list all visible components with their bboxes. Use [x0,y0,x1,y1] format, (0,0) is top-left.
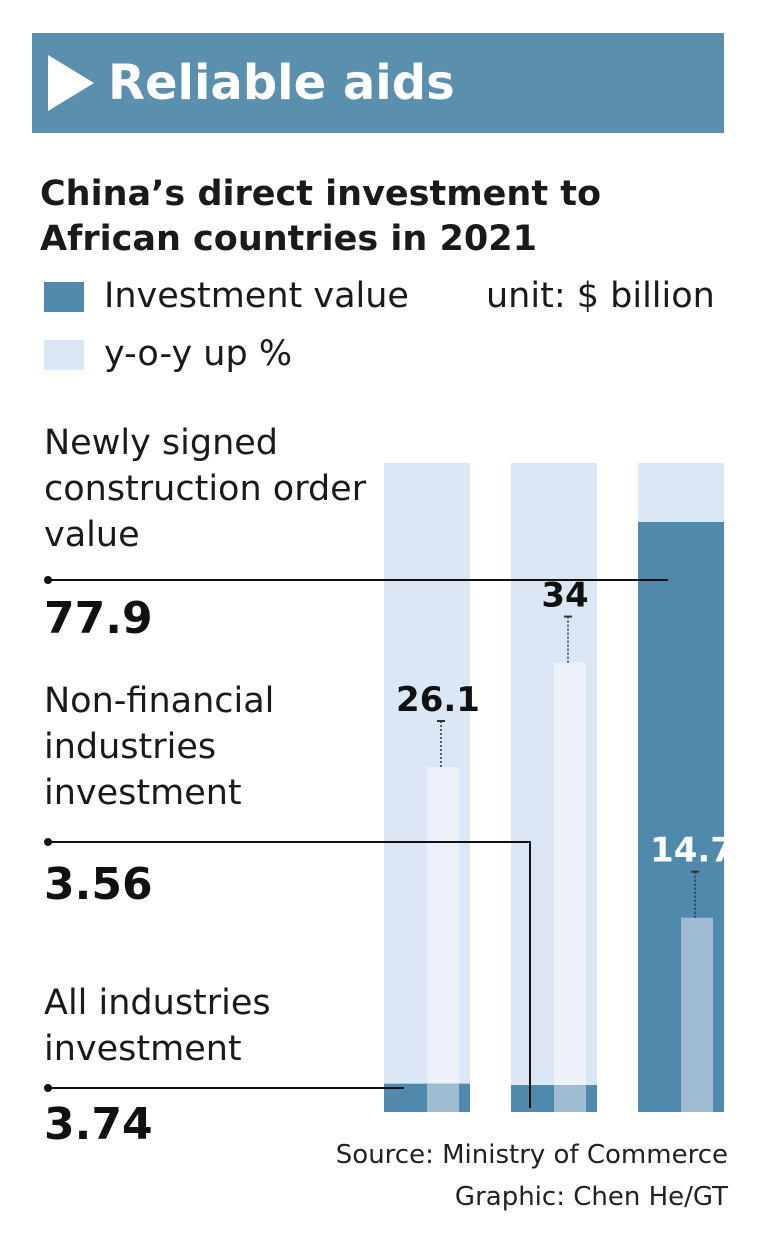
leader-dot-non-financial [44,838,52,846]
legend-swatch-investment [44,282,84,312]
category-label-non-financial: Non-financial industries investment [44,681,275,813]
legend-label-investment: Investment value [104,276,409,316]
category-value-all-industries: 3.74 [44,1099,153,1150]
banner-title: Reliable aids [108,55,455,111]
play-triangle-icon [48,55,94,111]
leader-dot-all-industries [44,1084,52,1092]
yoy-overlap-all-industries [427,1083,459,1112]
source-line: Source: Ministry of Commerce [335,1140,728,1170]
unit-label: unit: $ billion [486,276,715,316]
leader-line-non-financial [48,841,531,1108]
legend-swatch-yoy [44,340,84,370]
yoy-value-label-all-industries: 26.1 [396,680,480,720]
category-value-construction: 77.9 [44,593,153,644]
graphic-credit-line: Graphic: Chen He/GT [454,1182,728,1212]
yoy-bar-non-financial [554,662,586,1112]
yoy-bar-all-industries [427,767,459,1112]
yoy-overlap-construction [681,917,713,1112]
category-label-construction: Newly signed construction order value [44,423,367,555]
yoy-value-label-non-financial: 34 [541,576,588,616]
legend-label-yoy: y-o-y up % [104,334,293,374]
yoy-value-label-construction: 14.7 [650,831,734,871]
chart-subtitle: China’s direct investment to African cou… [40,174,602,259]
category-label-all-industries: All industries investment [44,983,271,1069]
title-banner: Reliable aids [32,33,724,133]
category-value-non-financial: 3.56 [44,859,153,910]
yoy-overlap-non-financial [554,1085,586,1112]
leader-dot-construction [44,576,52,584]
